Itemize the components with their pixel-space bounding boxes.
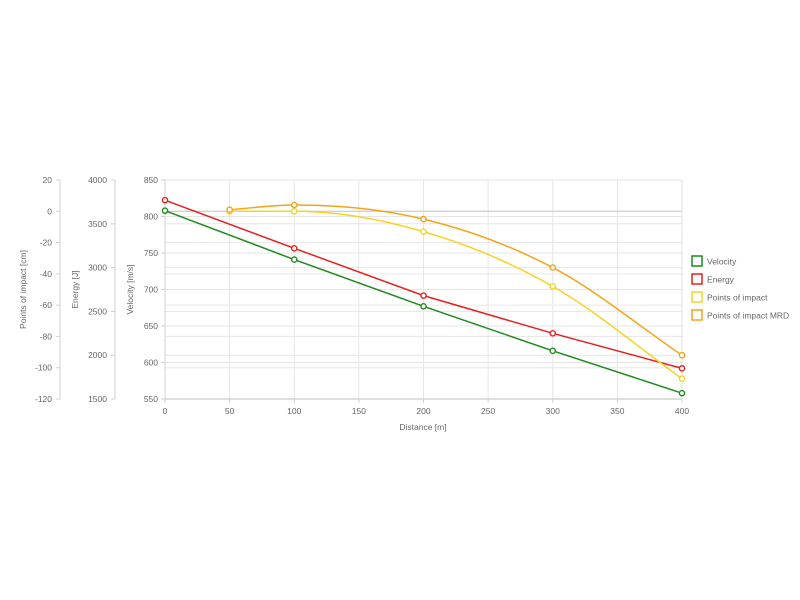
series-line-points-of-impact-mrd xyxy=(229,204,683,356)
x-axis-title: Distance [m] xyxy=(399,422,446,432)
legend-item-points-of-impact-mrd[interactable]: Points of impact MRD xyxy=(691,309,789,321)
y-axis-title-energy: Energy [J] xyxy=(70,270,80,308)
data-point-points-of-impact[interactable] xyxy=(290,207,298,215)
data-point-points-of-impact-mrd[interactable] xyxy=(290,201,298,209)
x-tick-label: 150 xyxy=(352,406,366,416)
data-point-energy[interactable] xyxy=(678,365,686,372)
x-tick-label: 400 xyxy=(675,406,689,416)
y-axis-title-velocity: Velocity [m/s] xyxy=(125,264,135,314)
data-point-velocity[interactable] xyxy=(549,347,557,355)
data-point-velocity[interactable] xyxy=(678,389,686,397)
legend-label: Points of impact MRD xyxy=(707,311,789,321)
y-tick-label-energy: 3000 xyxy=(88,263,107,273)
y-tick-label-poi: -60 xyxy=(40,300,53,310)
y-tick-label-poi: -40 xyxy=(40,269,53,279)
legend-swatch xyxy=(691,273,703,285)
x-tick-label: 300 xyxy=(546,406,560,416)
data-point-velocity[interactable] xyxy=(290,256,298,263)
y-axis-title-poi: Points of impact [cm] xyxy=(18,250,28,329)
y-tick-label-velocity: 650 xyxy=(144,321,158,331)
legend-label: Energy xyxy=(707,275,735,285)
legend-swatch xyxy=(691,291,703,303)
data-point-points-of-impact[interactable] xyxy=(549,283,557,290)
legend-item-points-of-impact[interactable]: Points of impact xyxy=(691,291,768,303)
y-tick-label-poi: -20 xyxy=(40,238,53,248)
x-tick-label: 250 xyxy=(481,406,495,416)
legend-swatch xyxy=(691,255,703,267)
x-tick-label: 350 xyxy=(610,406,624,416)
series-line-points-of-impact xyxy=(229,210,683,380)
legend-swatch xyxy=(691,309,703,321)
legend[interactable]: Velocity Energy Points of impact Points of … xyxy=(691,255,789,321)
data-point-points-of-impact-mrd[interactable] xyxy=(678,351,686,359)
y-tick-label-poi: -120 xyxy=(35,394,52,404)
legend-label: Points of impact xyxy=(707,293,768,303)
y-tick-label-poi: -100 xyxy=(35,363,52,373)
y-tick-label-velocity: 800 xyxy=(144,212,158,222)
series-layer xyxy=(161,196,686,397)
data-point-velocity[interactable] xyxy=(161,207,169,214)
legend-item-velocity[interactable]: Velocity xyxy=(691,255,737,267)
x-tick-label: 100 xyxy=(287,406,301,416)
y-tick-label-energy: 4000 xyxy=(88,175,107,185)
data-point-energy[interactable] xyxy=(161,196,169,204)
legend-label: Velocity xyxy=(707,257,737,267)
legend-item-energy[interactable]: Energy xyxy=(691,273,735,285)
y-tick-label-energy: 2000 xyxy=(88,350,107,360)
data-point-points-of-impact-mrd[interactable] xyxy=(549,264,557,271)
y-tick-label-poi: 20 xyxy=(43,175,53,185)
y-tick-label-velocity: 600 xyxy=(144,358,158,368)
y-tick-label-velocity: 700 xyxy=(144,285,158,295)
data-point-points-of-impact[interactable] xyxy=(420,228,427,235)
x-tick-label: 200 xyxy=(416,406,430,416)
y-tick-label-velocity: 850 xyxy=(144,175,158,185)
y-tick-label-poi: 0 xyxy=(47,206,52,216)
x-tick-label: 50 xyxy=(225,406,235,416)
y-tick-label-poi: -80 xyxy=(40,331,53,341)
grid-layer xyxy=(164,179,683,400)
y-tick-label-energy: 2500 xyxy=(88,306,107,316)
data-point-energy[interactable] xyxy=(290,245,298,252)
data-point-energy[interactable] xyxy=(420,292,427,299)
data-point-energy[interactable] xyxy=(549,329,557,337)
y-tick-label-energy: 1500 xyxy=(88,394,107,404)
data-point-points-of-impact-mrd[interactable] xyxy=(226,206,233,214)
y-tick-label-velocity: 550 xyxy=(144,394,158,404)
data-point-points-of-impact-mrd[interactable] xyxy=(420,215,427,223)
y-tick-label-energy: 3500 xyxy=(88,219,107,229)
data-point-velocity[interactable] xyxy=(420,302,427,310)
y-tick-label-velocity: 750 xyxy=(144,248,158,258)
x-tick-label: 0 xyxy=(163,406,168,416)
data-point-points-of-impact[interactable] xyxy=(678,375,686,382)
